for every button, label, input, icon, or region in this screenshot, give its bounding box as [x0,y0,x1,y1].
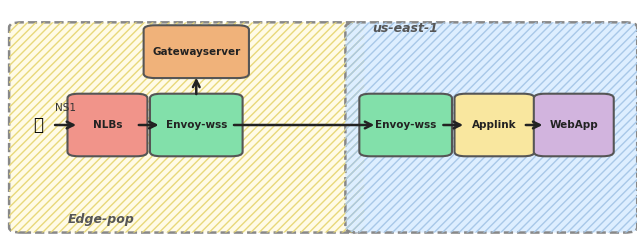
Text: NLBs: NLBs [93,120,122,130]
Text: Envoy-wss: Envoy-wss [375,120,436,130]
Text: us-east-1: us-east-1 [372,22,438,35]
FancyBboxPatch shape [534,94,614,156]
Text: Gatewayserver: Gatewayserver [152,47,241,57]
Text: Envoy-wss: Envoy-wss [166,120,227,130]
FancyBboxPatch shape [346,22,637,233]
Text: 💻: 💻 [33,116,43,134]
Text: Edge-pop: Edge-pop [68,212,134,226]
FancyBboxPatch shape [9,22,364,233]
Text: Applink: Applink [472,120,516,130]
FancyBboxPatch shape [454,94,534,156]
FancyBboxPatch shape [150,94,243,156]
Text: NS1: NS1 [55,103,76,113]
Text: WebApp: WebApp [549,120,598,130]
FancyBboxPatch shape [359,94,452,156]
FancyBboxPatch shape [143,25,249,78]
FancyBboxPatch shape [67,94,147,156]
